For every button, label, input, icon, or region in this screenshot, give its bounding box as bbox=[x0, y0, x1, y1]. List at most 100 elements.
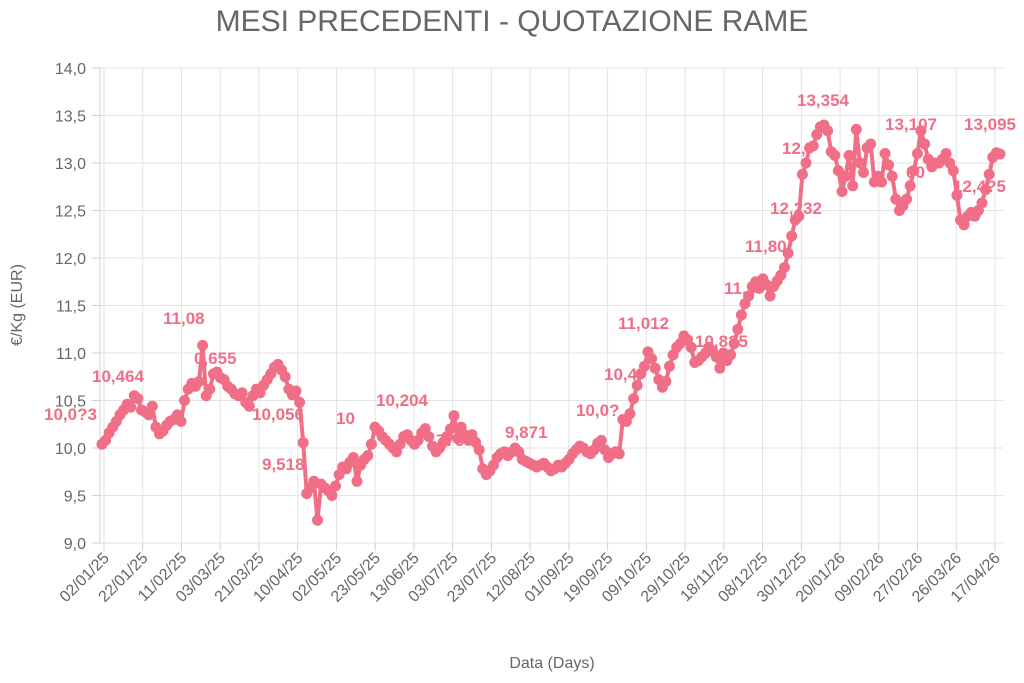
data-point bbox=[822, 125, 834, 137]
data-label: 11,80 bbox=[745, 237, 787, 256]
data-label: 11,3 bbox=[724, 279, 756, 298]
data-point bbox=[714, 362, 726, 374]
data-point bbox=[847, 180, 859, 192]
data-point bbox=[685, 341, 697, 353]
data-label: 11,08 bbox=[163, 309, 205, 328]
data-point bbox=[728, 338, 740, 349]
data-point bbox=[204, 383, 216, 395]
data-label: 10,4 bbox=[604, 365, 638, 384]
data-label: 10,0? bbox=[576, 401, 619, 420]
data-point bbox=[994, 148, 1006, 160]
data-point bbox=[448, 410, 460, 422]
data-point bbox=[904, 180, 916, 192]
data-point bbox=[351, 475, 363, 487]
data-point bbox=[779, 262, 790, 273]
data-point bbox=[940, 148, 952, 159]
data-point bbox=[732, 323, 744, 335]
data-point bbox=[796, 168, 808, 180]
data-point bbox=[312, 514, 323, 526]
data-point bbox=[132, 393, 144, 405]
data-point bbox=[146, 400, 158, 412]
data-label: 13,354 bbox=[797, 91, 850, 110]
data-point bbox=[743, 290, 755, 302]
y-tick-label: 10,0 bbox=[55, 441, 86, 458]
data-labels: 10,0?3 10,464 11,08 0,655 10,056 9,518 10 10,20… bbox=[44, 91, 1016, 474]
data-point bbox=[444, 423, 456, 435]
data-point bbox=[850, 123, 862, 135]
data-point bbox=[613, 448, 625, 460]
data-point bbox=[793, 210, 805, 222]
data-point bbox=[646, 353, 658, 365]
data-point bbox=[829, 149, 841, 161]
y-tick-label: 9,0 bbox=[64, 536, 86, 553]
data-label: 12,4?5 bbox=[953, 177, 1006, 196]
data-label: 10,056 bbox=[252, 405, 304, 424]
data-point bbox=[279, 371, 291, 383]
data-point bbox=[631, 379, 643, 391]
data-point bbox=[786, 230, 798, 242]
data-point bbox=[628, 393, 640, 405]
data-point bbox=[735, 309, 747, 321]
data-point bbox=[243, 400, 255, 412]
y-axis-ticks: 9,0 9,5 10,0 10,5 11,0 11,5 12,0 12,5 13,0 13,5 14… bbox=[55, 61, 100, 553]
data-point bbox=[879, 148, 891, 159]
data-point bbox=[807, 140, 819, 152]
data-label: 12,232 bbox=[770, 199, 822, 218]
data-point bbox=[782, 247, 794, 259]
x-axis-label: Data (Days) bbox=[509, 655, 594, 672]
data-point bbox=[473, 444, 485, 456]
data-point bbox=[876, 176, 887, 188]
data-label: 10,0?3 bbox=[44, 405, 97, 424]
data-point bbox=[947, 165, 959, 177]
data-point bbox=[901, 193, 913, 205]
series-line bbox=[100, 123, 1001, 523]
data-point bbox=[638, 360, 650, 372]
data-point bbox=[983, 168, 995, 180]
data-point bbox=[865, 138, 877, 150]
y-tick-label: 14,0 bbox=[55, 61, 86, 78]
data-point bbox=[858, 167, 869, 178]
data-point bbox=[800, 157, 812, 169]
data-point bbox=[843, 149, 855, 161]
data-point bbox=[330, 480, 341, 492]
data-point bbox=[179, 395, 191, 406]
data-point bbox=[911, 148, 923, 159]
data-point bbox=[595, 434, 607, 446]
data-point bbox=[294, 396, 306, 408]
data-point bbox=[840, 170, 851, 182]
data-point bbox=[854, 157, 866, 169]
data-point bbox=[347, 452, 359, 463]
y-tick-label: 13,5 bbox=[55, 109, 86, 126]
data-point bbox=[649, 362, 661, 374]
data-point bbox=[958, 219, 970, 231]
data-point bbox=[836, 186, 848, 197]
data-label: 10 bbox=[336, 409, 355, 428]
data-point bbox=[908, 165, 920, 177]
data-point bbox=[362, 450, 374, 462]
data-point bbox=[326, 490, 338, 501]
data-point bbox=[297, 437, 309, 449]
y-tick-label: 11,5 bbox=[56, 299, 86, 316]
y-tick-label: 11,0 bbox=[56, 346, 86, 363]
data-label: 10,204 bbox=[376, 391, 429, 410]
data-point bbox=[193, 376, 205, 387]
data-label: 10,464 bbox=[92, 367, 145, 386]
data-point bbox=[886, 170, 898, 182]
data-point bbox=[764, 290, 776, 302]
data-point bbox=[197, 339, 209, 351]
chart-title: MESI PRECEDENTI - QUOTAZIONE RAME bbox=[216, 5, 809, 38]
data-point bbox=[915, 125, 927, 137]
data-point bbox=[290, 385, 302, 397]
data-point bbox=[423, 431, 435, 443]
data-label: 773 bbox=[436, 431, 464, 450]
data-point bbox=[890, 193, 902, 205]
data-label: 11,012 bbox=[618, 314, 669, 333]
data-point bbox=[951, 189, 963, 201]
data-point bbox=[883, 159, 895, 171]
y-tick-label: 10,5 bbox=[55, 394, 86, 411]
data-label: 12, bbox=[782, 139, 806, 158]
data-point bbox=[664, 360, 675, 372]
data-label: 9,871 bbox=[505, 423, 548, 442]
data-label: 10,8?5 bbox=[695, 332, 748, 351]
